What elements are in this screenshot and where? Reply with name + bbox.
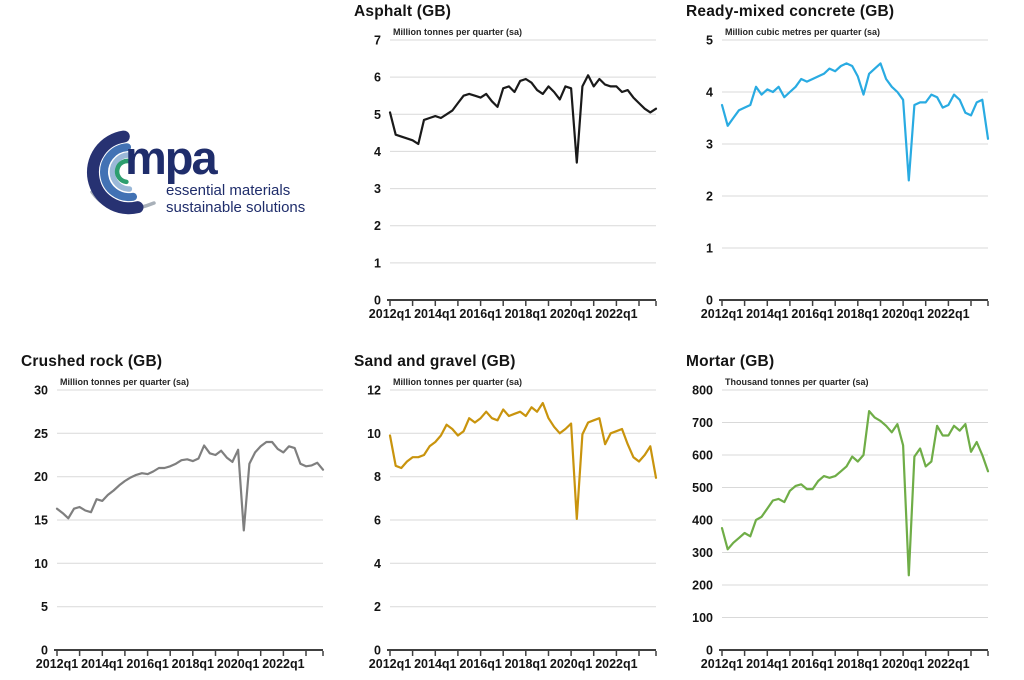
svg-text:2: 2 [374,600,381,614]
chart-unit-mortar: Thousand tonnes per quarter (sa) [725,377,869,387]
svg-text:2018q1: 2018q1 [837,657,879,671]
svg-text:2: 2 [374,219,381,233]
svg-text:2016q1: 2016q1 [459,307,501,321]
svg-text:0: 0 [374,294,381,308]
chart-ready-mixed-concrete: Ready-mixed concrete (GB) Million cubic … [656,0,1004,335]
svg-text:30: 30 [34,384,48,398]
svg-text:6: 6 [374,71,381,85]
svg-text:2022q1: 2022q1 [927,657,969,671]
mpa-logo: mpa essential materials sustainable solu… [84,126,324,226]
svg-text:0: 0 [374,644,381,658]
chart-unit-sand-and-gravel: Million tonnes per quarter (sa) [393,377,523,387]
chart-asphalt-plot: 0 1 2 3 4 5 6 7 2012q1 2014q1 2016q1 2018q1 2020q1 20… [369,34,658,321]
svg-text:700: 700 [692,416,713,430]
chart-ready-mixed-concrete-plot: 0 1 2 3 4 5 2012q1 2014q1 2016q1 2018q1 2020q1 2022… [701,34,990,321]
svg-text:6: 6 [374,514,381,528]
svg-text:2022q1: 2022q1 [927,307,969,321]
svg-text:500: 500 [692,481,713,495]
logo-taglines: essential materials sustainable solution… [166,182,306,216]
logo-brand-text: mpa [125,131,218,184]
svg-text:10: 10 [34,557,48,571]
svg-text:4: 4 [374,557,381,571]
svg-text:300: 300 [692,546,713,560]
svg-text:5: 5 [374,108,381,122]
svg-text:2014q1: 2014q1 [746,657,788,671]
svg-text:2012q1: 2012q1 [369,307,411,321]
svg-text:800: 800 [692,384,713,398]
chart-sand-and-gravel-plot: 0 2 4 6 8 10 12 2012q1 2014q1 2016q1 2018q1 2020q1 2… [367,384,658,671]
svg-text:2016q1: 2016q1 [791,307,833,321]
svg-text:2020q1: 2020q1 [882,657,924,671]
svg-text:3: 3 [374,182,381,196]
svg-text:2014q1: 2014q1 [81,657,123,671]
swirl-blue-arc-icon [100,143,137,202]
svg-text:12: 12 [367,384,381,398]
svg-text:2012q1: 2012q1 [36,657,78,671]
svg-text:2022q1: 2022q1 [595,307,637,321]
swirl-navy-arc-icon [87,130,144,215]
chart-mortar: Mortar (GB) Thousand tonnes per quarter … [656,350,1004,680]
svg-text:10: 10 [367,427,381,441]
svg-text:100: 100 [692,611,713,625]
svg-text:600: 600 [692,449,713,463]
chart-asphalt: Asphalt (GB) Million tonnes per quarter … [324,0,672,335]
swirl-green-arc-icon [114,158,134,185]
logo-tagline-line1: essential materials [166,182,291,199]
swirl-lightblue-arc-icon [109,152,133,192]
svg-text:2014q1: 2014q1 [414,657,456,671]
chart-unit-ready-mixed-concrete: Million cubic metres per quarter (sa) [725,27,881,37]
svg-text:2016q1: 2016q1 [459,657,501,671]
svg-text:2020q1: 2020q1 [550,307,592,321]
svg-text:5: 5 [41,600,48,614]
svg-text:4: 4 [374,145,381,159]
svg-text:2020q1: 2020q1 [882,307,924,321]
svg-text:2012q1: 2012q1 [701,657,743,671]
svg-text:2018q1: 2018q1 [837,307,879,321]
svg-text:2020q1: 2020q1 [217,657,259,671]
chart-unit-asphalt: Million tonnes per quarter (sa) [393,27,523,37]
svg-text:2012q1: 2012q1 [369,657,411,671]
svg-text:2018q1: 2018q1 [505,307,547,321]
chart-title-asphalt: Asphalt (GB) [354,3,452,20]
svg-text:0: 0 [706,644,713,658]
svg-text:0: 0 [706,294,713,308]
svg-text:200: 200 [692,579,713,593]
svg-text:2014q1: 2014q1 [746,307,788,321]
svg-text:5: 5 [706,34,713,48]
svg-text:2012q1: 2012q1 [701,307,743,321]
chart-crushed-rock: Crushed rock (GB) Million tonnes per qua… [0,350,339,680]
chart-title-crushed-rock: Crushed rock (GB) [21,353,163,370]
svg-text:4: 4 [706,86,713,100]
chart-title-ready-mixed-concrete: Ready-mixed concrete (GB) [686,3,895,20]
svg-text:2018q1: 2018q1 [172,657,214,671]
chart-crushed-rock-plot: 0 5 10 15 20 25 30 2012q1 2014q1 2016q1 2018q1 2020… [34,384,325,671]
svg-text:2020q1: 2020q1 [550,657,592,671]
chart-title-mortar: Mortar (GB) [686,353,775,370]
svg-text:2016q1: 2016q1 [126,657,168,671]
svg-text:8: 8 [374,470,381,484]
svg-text:0: 0 [41,644,48,658]
svg-text:2: 2 [706,190,713,204]
chart-sand-and-gravel: Sand and gravel (GB) Million tonnes per … [324,350,672,680]
mpa-swirl-icon [87,130,156,215]
svg-text:7: 7 [374,34,381,48]
chart-title-sand-and-gravel: Sand and gravel (GB) [354,353,516,370]
svg-text:2022q1: 2022q1 [262,657,304,671]
svg-text:2022q1: 2022q1 [595,657,637,671]
svg-text:2018q1: 2018q1 [505,657,547,671]
svg-text:3: 3 [706,138,713,152]
svg-text:1: 1 [706,242,713,256]
svg-text:20: 20 [34,470,48,484]
svg-text:15: 15 [34,514,48,528]
svg-text:2016q1: 2016q1 [791,657,833,671]
svg-text:1: 1 [374,256,381,270]
svg-text:25: 25 [34,427,48,441]
svg-text:2014q1: 2014q1 [414,307,456,321]
logo-tagline-line2: sustainable solutions [166,198,306,216]
svg-text:400: 400 [692,514,713,528]
chart-unit-crushed-rock: Million tonnes per quarter (sa) [60,377,190,387]
